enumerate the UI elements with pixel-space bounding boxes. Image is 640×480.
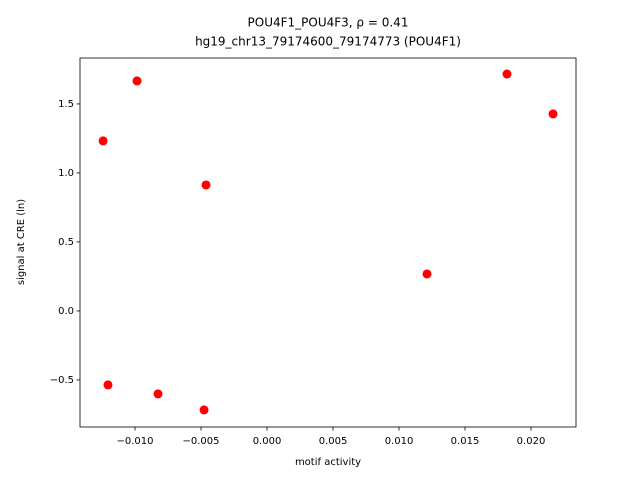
point <box>199 405 209 415</box>
x-axis-label: motif activity <box>295 457 361 468</box>
y-axis-label: signal at CRE (ln) <box>16 199 27 285</box>
point <box>422 269 432 279</box>
x-tick-label: 0.005 <box>319 436 348 447</box>
x-tick-label: −0.010 <box>117 436 154 447</box>
plot-frame <box>79 57 577 428</box>
point <box>201 180 211 190</box>
point <box>132 76 142 86</box>
point <box>153 389 163 399</box>
x-tick-label: 0.010 <box>385 436 414 447</box>
y-tick-label: 0.0 <box>58 306 74 317</box>
x-tick-label: 0.020 <box>517 436 546 447</box>
y-tick-label: 1.0 <box>58 168 74 179</box>
point <box>103 380 113 390</box>
y-tick-label: −0.5 <box>50 375 74 386</box>
chart-title: POU4F1_POU4F3, ρ = 0.41 <box>248 16 409 30</box>
y-tick-label: 0.5 <box>58 237 74 248</box>
x-tick-label: −0.005 <box>183 436 220 447</box>
x-tick-label: 0.015 <box>451 436 480 447</box>
point <box>502 69 512 79</box>
point <box>548 109 558 119</box>
x-tick-label: 0.000 <box>253 436 282 447</box>
point <box>98 136 108 146</box>
chart-subtitle: hg19_chr13_79174600_79174773 (POU4F1) <box>195 35 461 49</box>
y-tick-label: 1.5 <box>58 99 74 110</box>
